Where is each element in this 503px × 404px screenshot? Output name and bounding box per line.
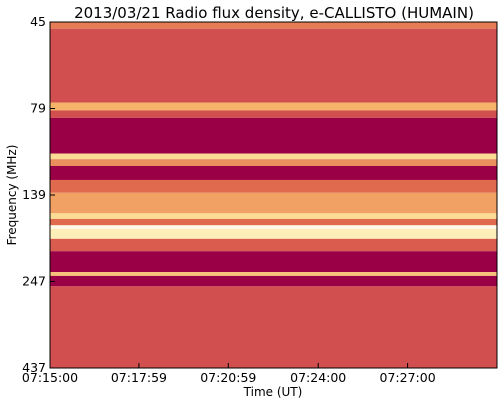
y-tick-label: 79 xyxy=(30,101,46,116)
x-tick-label: 07:15:00 xyxy=(22,370,78,385)
spectrum-band-12 xyxy=(50,225,497,229)
spectrum-band-9 xyxy=(50,192,497,214)
y-tick-label: 247 xyxy=(22,274,46,289)
plot-area xyxy=(50,22,497,368)
spectrum-band-16 xyxy=(50,272,497,276)
spectrum-band-7 xyxy=(50,165,497,180)
spectrum-band-3 xyxy=(50,110,497,118)
x-axis-label: Time (UT) xyxy=(243,385,303,399)
spectrum-band-14 xyxy=(50,238,497,252)
spectrum-band-15 xyxy=(50,251,497,273)
x-tick-label: 07:20:59 xyxy=(200,370,256,385)
spectrum-band-1 xyxy=(50,28,497,103)
y-tick-label: 45 xyxy=(30,14,46,29)
spectrum-band-11 xyxy=(50,218,497,226)
spectrum-band-0 xyxy=(50,22,497,29)
spectrum-band-6 xyxy=(50,159,497,166)
spectrum-band-10 xyxy=(50,213,497,219)
spectrum-band-8 xyxy=(50,179,497,193)
spectrum-band-18 xyxy=(50,286,497,368)
x-tick-label: 07:24:00 xyxy=(290,370,346,385)
spectrum-band-13 xyxy=(50,228,497,239)
spectrum-band-2 xyxy=(50,102,497,111)
y-axis: 45 79 139 247 437 xyxy=(22,14,55,375)
x-tick-label: 07:17:59 xyxy=(111,370,167,385)
y-tick-label: 139 xyxy=(22,187,46,202)
y-tick-label: 437 xyxy=(22,360,46,375)
spectrum-band-4 xyxy=(50,117,497,154)
x-tick-label: 07:27:00 xyxy=(380,370,436,385)
spectrum-band-5 xyxy=(50,153,497,160)
chart-title: 2013/03/21 Radio flux density, e-CALLIST… xyxy=(74,4,474,22)
y-axis-label: Frequency (MHz) xyxy=(5,145,19,246)
x-axis: 07:15:00 07:17:59 07:20:59 07:24:00 07:27:00 xyxy=(22,363,436,385)
spectrum-band-17 xyxy=(50,275,497,287)
